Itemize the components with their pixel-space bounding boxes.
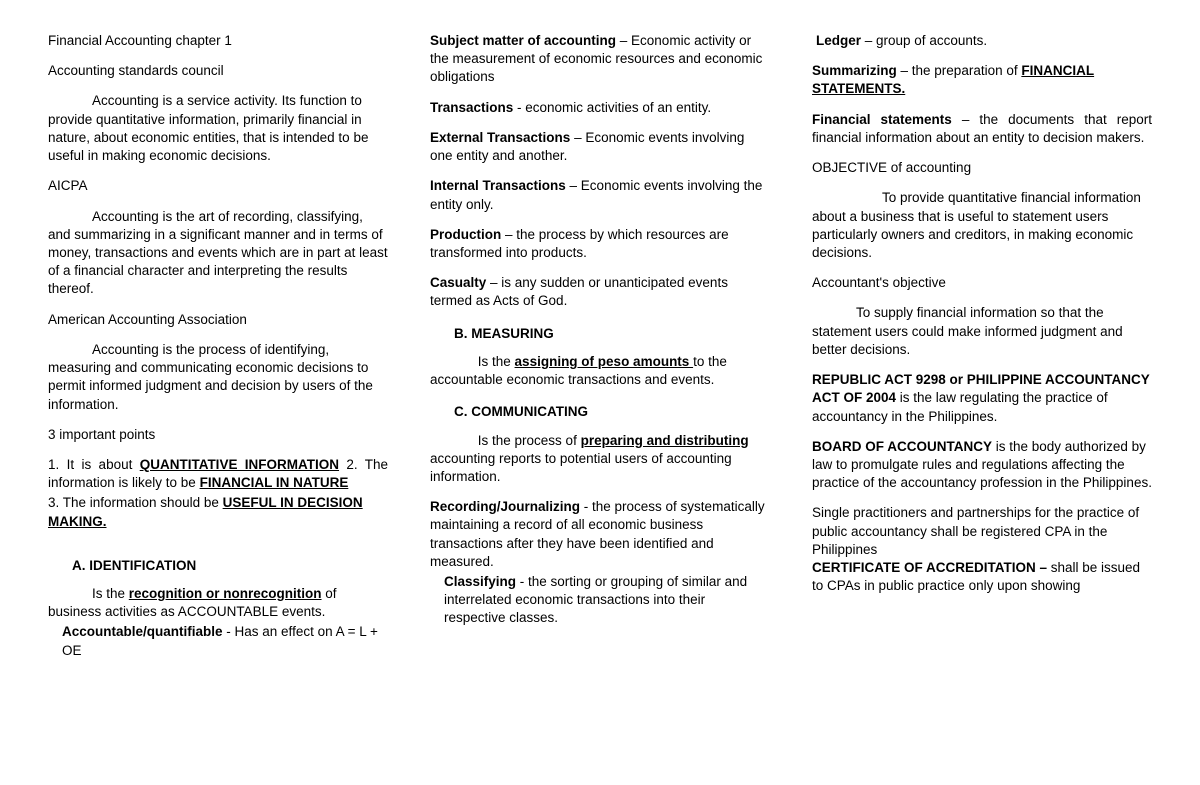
external-transactions: External Transactions – Economic events … (430, 129, 770, 165)
transactions-post: - economic activities of an entity. (513, 100, 711, 115)
points-1-2: 1. It is about QUANTITATIVE INFORMATION … (48, 456, 388, 492)
points-heading: 3 important points (48, 426, 388, 444)
column-1: Financial Accounting chapter 1 Accountin… (48, 32, 388, 753)
transactions: Transactions - economic activities of an… (430, 99, 770, 117)
document-columns: Financial Accounting chapter 1 Accountin… (48, 32, 1152, 753)
classifying: Classifying - the sorting or grouping of… (444, 573, 770, 628)
ledger: Ledger – group of accounts. (816, 32, 1152, 50)
ledger-term: Ledger (816, 33, 861, 48)
section-a-term: recognition or nonrecognition (129, 586, 322, 601)
recording: Recording/Journalizing - the process of … (430, 498, 770, 571)
subject-matter: Subject matter of accounting – Economic … (430, 32, 770, 87)
accountant-objective-heading: Accountant's objective (812, 274, 1152, 292)
ledger-post: – group of accounts. (861, 33, 987, 48)
section-b-term: assigning of peso amounts (515, 354, 694, 369)
financial-statements: Financial statements – the documents tha… (812, 111, 1152, 147)
summarizing-mid: – the preparation of (897, 63, 1022, 78)
recording-term: Recording/Journalizing (430, 499, 580, 514)
point-1-term: QUANTITATIVE INFORMATION (140, 457, 339, 472)
point-3-pre: 3. The information should be (48, 495, 223, 510)
aaa-heading: American Accounting Association (48, 311, 388, 329)
internal-term: Internal Transactions (430, 178, 566, 193)
section-b-pre: Is the (478, 354, 515, 369)
summarizing-term: Summarizing (812, 63, 897, 78)
classifying-term: Classifying (444, 574, 516, 589)
section-b-text: Is the assigning of peso amounts to the … (430, 353, 770, 389)
accountable-quantifiable: Accountable/quantifiable - Has an effect… (62, 623, 388, 659)
aicpa-definition: Accounting is the art of recording, clas… (48, 208, 388, 299)
section-c-pre: Is the process of (478, 433, 581, 448)
production-term: Production (430, 227, 501, 242)
section-c-text: Is the process of preparing and distribu… (430, 432, 770, 487)
section-c-post: accounting reports to potential users of… (430, 451, 732, 484)
accountable-term: Accountable/quantifiable (62, 624, 223, 639)
cert-term: CERTIFICATE OF ACCREDITATION – (812, 560, 1047, 575)
section-a-label: A. IDENTIFICATION (72, 557, 388, 575)
republic-act: REPUBLIC ACT 9298 or PHILIPPINE ACCOUNTA… (812, 371, 1152, 426)
section-c-term: preparing and distributing (581, 433, 749, 448)
asc-definition: Accounting is a service activity. Its fu… (48, 92, 388, 165)
board-accountancy: BOARD OF ACCOUNTANCY is the body authori… (812, 438, 1152, 493)
point-1-pre: 1. It is about (48, 457, 140, 472)
asc-heading: Accounting standards council (48, 62, 388, 80)
objective-heading: OBJECTIVE of accounting (812, 159, 1152, 177)
fs-term: Financial statements (812, 112, 952, 127)
section-a-pre: Is the (92, 586, 129, 601)
column-2: Subject matter of accounting – Economic … (430, 32, 770, 753)
production: Production – the process by which resour… (430, 226, 770, 262)
point-3: 3. The information should be USEFUL IN D… (48, 494, 388, 530)
external-term: External Transactions (430, 130, 570, 145)
accountant-objective-text: To supply financial information so that … (812, 304, 1152, 359)
objective-text: To provide quantitative financial inform… (812, 189, 1152, 262)
chapter-title: Financial Accounting chapter 1 (48, 32, 388, 50)
casualty: Casualty – is any sudden or unanticipate… (430, 274, 770, 310)
single-practitioners: Single practitioners and partnerships fo… (812, 504, 1152, 559)
column-3: Ledger – group of accounts. Summarizing … (812, 32, 1152, 753)
summarizing: Summarizing – the preparation of FINANCI… (812, 62, 1152, 98)
aaa-definition: Accounting is the process of identifying… (48, 341, 388, 414)
boa-term: BOARD OF ACCOUNTANCY (812, 439, 992, 454)
certificate-accreditation: CERTIFICATE OF ACCREDITATION – shall be … (812, 559, 1152, 595)
section-a-text: Is the recognition or nonrecognition of … (48, 585, 388, 621)
section-c-label: C. COMMUNICATING (454, 403, 770, 421)
point-2-term: FINANCIAL IN NATURE (200, 475, 349, 490)
section-b-label: B. MEASURING (454, 325, 770, 343)
internal-transactions: Internal Transactions – Economic events … (430, 177, 770, 213)
subject-matter-term: Subject matter of accounting (430, 33, 616, 48)
transactions-term: Transactions (430, 100, 513, 115)
aicpa-heading: AICPA (48, 177, 388, 195)
casualty-term: Casualty (430, 275, 486, 290)
